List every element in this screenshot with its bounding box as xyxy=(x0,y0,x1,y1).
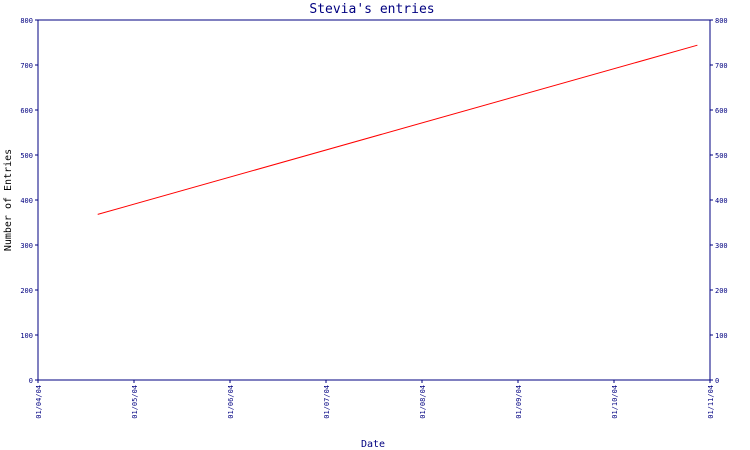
series-line xyxy=(97,44,698,215)
x-tick-label: 01/06/04 xyxy=(227,385,235,419)
x-tick-label: 01/05/04 xyxy=(131,385,139,419)
y-tick-label-left: 200 xyxy=(20,287,33,295)
y-tick-label-right: 100 xyxy=(715,332,728,340)
chart-title: Stevia's entries xyxy=(309,2,434,17)
y-tick-label-right: 400 xyxy=(715,197,728,205)
y-tick-label-right: 0 xyxy=(715,377,719,385)
y-tick-label-right: 500 xyxy=(715,152,728,160)
y-tick-label-right: 300 xyxy=(715,242,728,250)
x-tick-label: 01/07/04 xyxy=(323,385,331,419)
x-tick-label: 01/09/04 xyxy=(515,385,523,419)
y-tick-label-left: 600 xyxy=(20,107,33,115)
plot-area-frame xyxy=(37,19,711,381)
x-axis-label: Date xyxy=(361,439,385,450)
y-tick-label-left: 400 xyxy=(20,197,33,205)
y-tick-label-right: 700 xyxy=(715,62,728,70)
x-tick-label: 01/08/04 xyxy=(419,385,427,419)
y-tick-label-right: 800 xyxy=(715,17,728,25)
y-axis-label: Number of Entries xyxy=(3,149,14,251)
y-tick-label-right: 200 xyxy=(715,287,728,295)
x-tick-label: 01/10/04 xyxy=(611,385,619,419)
y-tick-label-left: 700 xyxy=(20,62,33,70)
y-tick-label-left: 0 xyxy=(29,377,33,385)
y-tick-label-left: 800 xyxy=(20,17,33,25)
y-tick-label-left: 300 xyxy=(20,242,33,250)
y-tick-label-right: 600 xyxy=(715,107,728,115)
x-tick-label: 01/04/04 xyxy=(35,385,43,419)
x-tick-label: 01/11/04 xyxy=(707,385,715,419)
y-tick-label-left: 500 xyxy=(20,152,33,160)
y-tick-label-left: 100 xyxy=(20,332,33,340)
